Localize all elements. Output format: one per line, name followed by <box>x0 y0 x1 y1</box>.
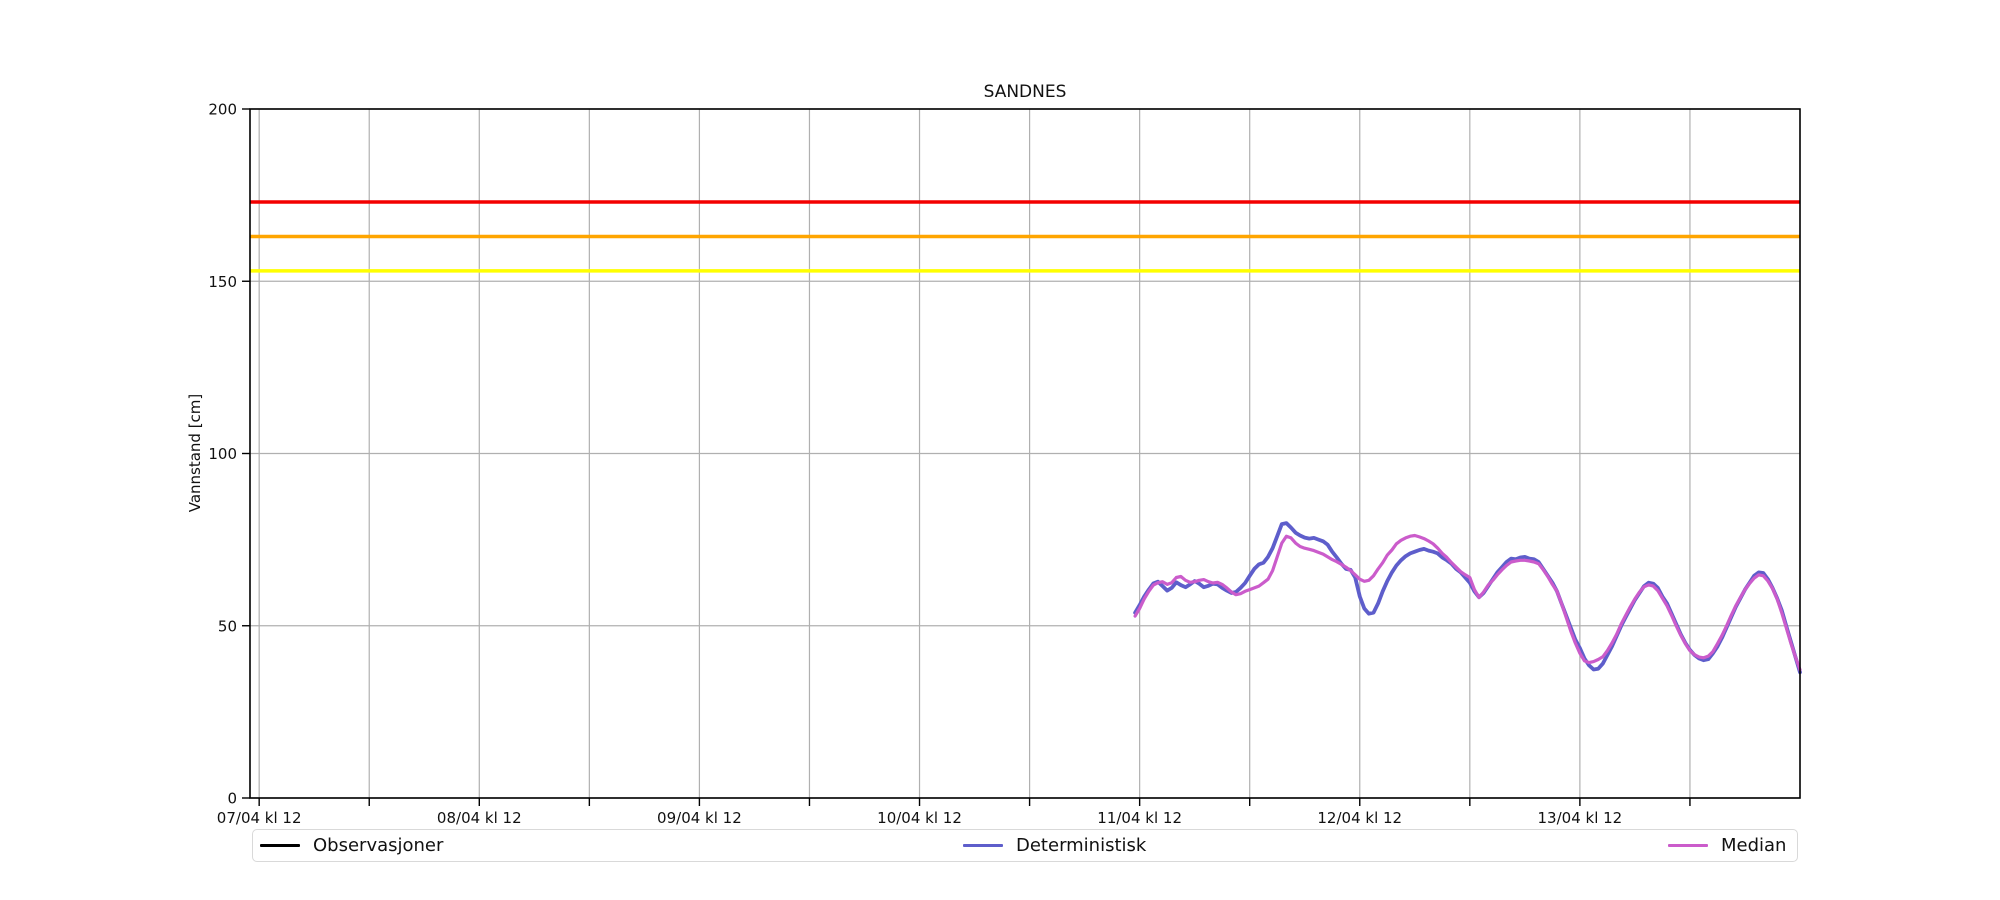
y-tick-label: 50 <box>218 617 237 635</box>
x-tick-label: 12/04 kl 12 <box>1317 809 1402 827</box>
series-layer <box>1133 521 1802 675</box>
x-tick-label: 07/04 kl 12 <box>217 809 302 827</box>
observasjoner-line-sample <box>260 844 300 847</box>
x-tick-label: 09/04 kl 12 <box>657 809 742 827</box>
grid-layer <box>250 108 1800 799</box>
legend: Observasjoner Deterministisk Median <box>252 829 1798 862</box>
x-tick-label: 08/04 kl 12 <box>437 809 522 827</box>
x-tick-label: 11/04 kl 12 <box>1097 809 1182 827</box>
x-tick-label: 10/04 kl 12 <box>877 809 962 827</box>
legend-label-deterministisk: Deterministisk <box>1016 834 1147 856</box>
y-tick-label: 150 <box>208 273 237 291</box>
plot-border <box>249 108 1801 799</box>
legend-item-observasjoner: Observasjoner <box>260 834 444 856</box>
threshold-lines-layer <box>250 200 1800 273</box>
y-tick-label: 100 <box>208 445 237 463</box>
series-line-deterministisk <box>1133 521 1802 675</box>
y-tick-label: 0 <box>227 790 237 808</box>
legend-label-median: Median <box>1721 834 1787 856</box>
legend-label-observasjoner: Observasjoner <box>313 834 444 856</box>
axes-layer: 07/04 kl 12 08/04 kl 12 09/04 kl 12 10/04 k… <box>208 101 1801 827</box>
legend-item-median: Median <box>1668 834 1787 856</box>
chart-title: SANDNES <box>984 82 1067 102</box>
median-line-sample <box>1668 844 1708 847</box>
legend-item-deterministisk: Deterministisk <box>963 834 1147 856</box>
y-axis-label: Vannstand [cm] <box>186 394 204 513</box>
series-line-median <box>1133 533 1802 672</box>
x-tick-label: 13/04 kl 12 <box>1538 809 1623 827</box>
deterministisk-line-sample <box>963 844 1003 847</box>
y-tick-label: 200 <box>208 101 237 119</box>
